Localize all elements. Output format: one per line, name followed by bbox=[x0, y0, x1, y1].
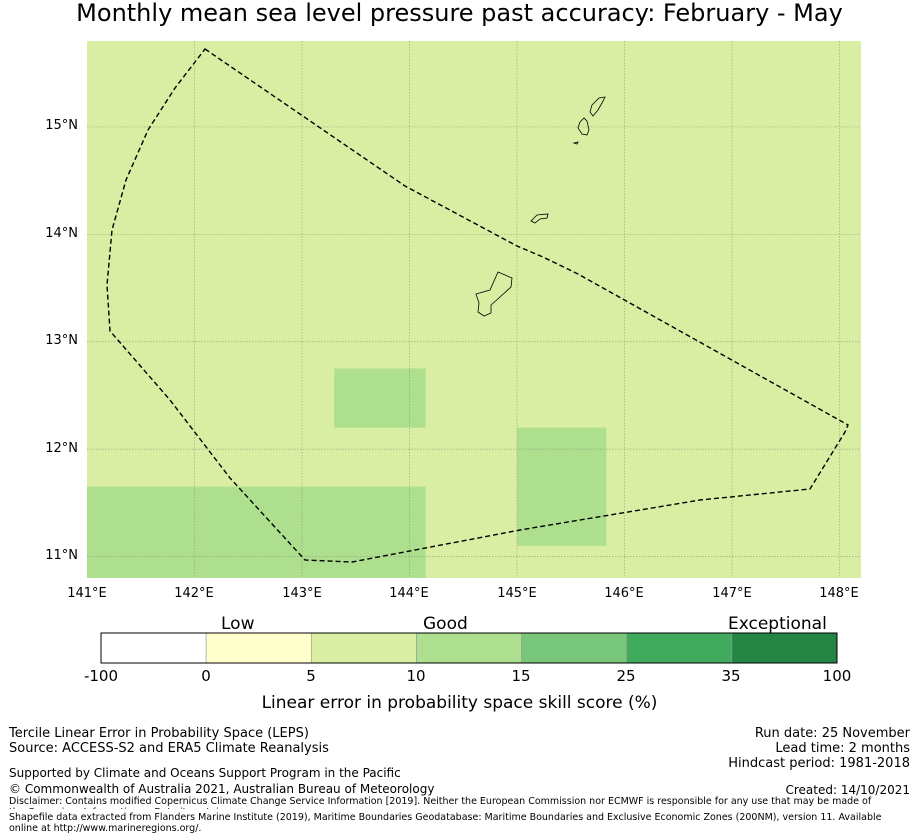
colorbar-tick: -100 bbox=[83, 667, 119, 685]
lon-tick-143: 143°E bbox=[282, 586, 322, 601]
colorbar-frame bbox=[100, 632, 838, 664]
colorbar-swatch bbox=[521, 632, 628, 664]
colorbar-tick: 15 bbox=[511, 667, 531, 685]
lat-tick-13: 13°N bbox=[45, 333, 78, 348]
colorbar-swatch bbox=[205, 632, 312, 664]
map-plot bbox=[87, 41, 861, 578]
lon-tick-147: 147°E bbox=[712, 586, 752, 601]
island-guam bbox=[475, 271, 513, 317]
page-title: Monthly mean sea level pressure past acc… bbox=[76, 0, 843, 27]
source-text: Source: ACCESS-S2 and ERA5 Climate Reana… bbox=[9, 741, 329, 756]
hindcast-period: Hindcast period: 1981-2018 bbox=[728, 756, 910, 771]
colorbar-swatch bbox=[416, 632, 522, 664]
island-tinian bbox=[577, 117, 590, 136]
lon-tick-146: 146°E bbox=[604, 586, 644, 601]
colorbar bbox=[100, 632, 838, 664]
colorbar-swatch bbox=[626, 632, 733, 664]
colorbar-tick: 0 bbox=[201, 667, 211, 685]
eez-boundary bbox=[106, 48, 849, 563]
island-aguijan bbox=[572, 141, 579, 145]
colorbar-swatch bbox=[100, 632, 207, 664]
skill-cell-10-15 bbox=[334, 368, 426, 428]
created-date: Created: 14/10/2021 bbox=[785, 783, 910, 797]
colorbar-tick: 5 bbox=[306, 667, 316, 685]
colorbar-label: Linear error in probability space skill … bbox=[261, 693, 658, 713]
lon-tick-148: 148°E bbox=[819, 586, 859, 601]
copyright-text: © Commonwealth of Australia 2021, Austra… bbox=[9, 782, 435, 796]
skill-cell-10-15 bbox=[517, 427, 607, 546]
colorbar-tick: 35 bbox=[721, 667, 741, 685]
lat-tick-14: 14°N bbox=[45, 226, 78, 241]
category-good: Good bbox=[423, 614, 468, 634]
colorbar-swatch bbox=[310, 632, 417, 664]
lead-time: Lead time: 2 months bbox=[775, 741, 910, 756]
lat-tick-11: 11°N bbox=[45, 548, 78, 563]
support-text: Supported by Climate and Oceans Support … bbox=[9, 766, 401, 780]
lon-tick-145: 145°E bbox=[497, 586, 537, 601]
lat-tick-15: 15°N bbox=[45, 118, 78, 133]
island-saipan bbox=[589, 96, 606, 117]
category-exceptional: Exceptional bbox=[728, 614, 827, 634]
colorbar-tick: 25 bbox=[616, 667, 636, 685]
skill-cell-10-15 bbox=[87, 486, 426, 578]
lon-tick-144: 144°E bbox=[389, 586, 429, 601]
colorbar-tick: 100 bbox=[822, 667, 852, 685]
lat-tick-12: 12°N bbox=[45, 441, 78, 456]
lon-tick-142: 142°E bbox=[174, 586, 214, 601]
colorbar-tick: 10 bbox=[406, 667, 426, 685]
colorbar-swatch bbox=[731, 632, 838, 664]
run-date: Run date: 25 November bbox=[754, 726, 910, 741]
category-low: Low bbox=[221, 614, 255, 634]
method-text: Tercile Linear Error in Probability Spac… bbox=[9, 726, 309, 741]
island-rota bbox=[530, 213, 549, 224]
lon-tick-141: 141°E bbox=[67, 586, 107, 601]
shapefile-credit: Shapefile data extracted from Flanders M… bbox=[9, 812, 882, 834]
disclaimer-text: Disclaimer: Contains modified Copernicus… bbox=[9, 796, 872, 809]
